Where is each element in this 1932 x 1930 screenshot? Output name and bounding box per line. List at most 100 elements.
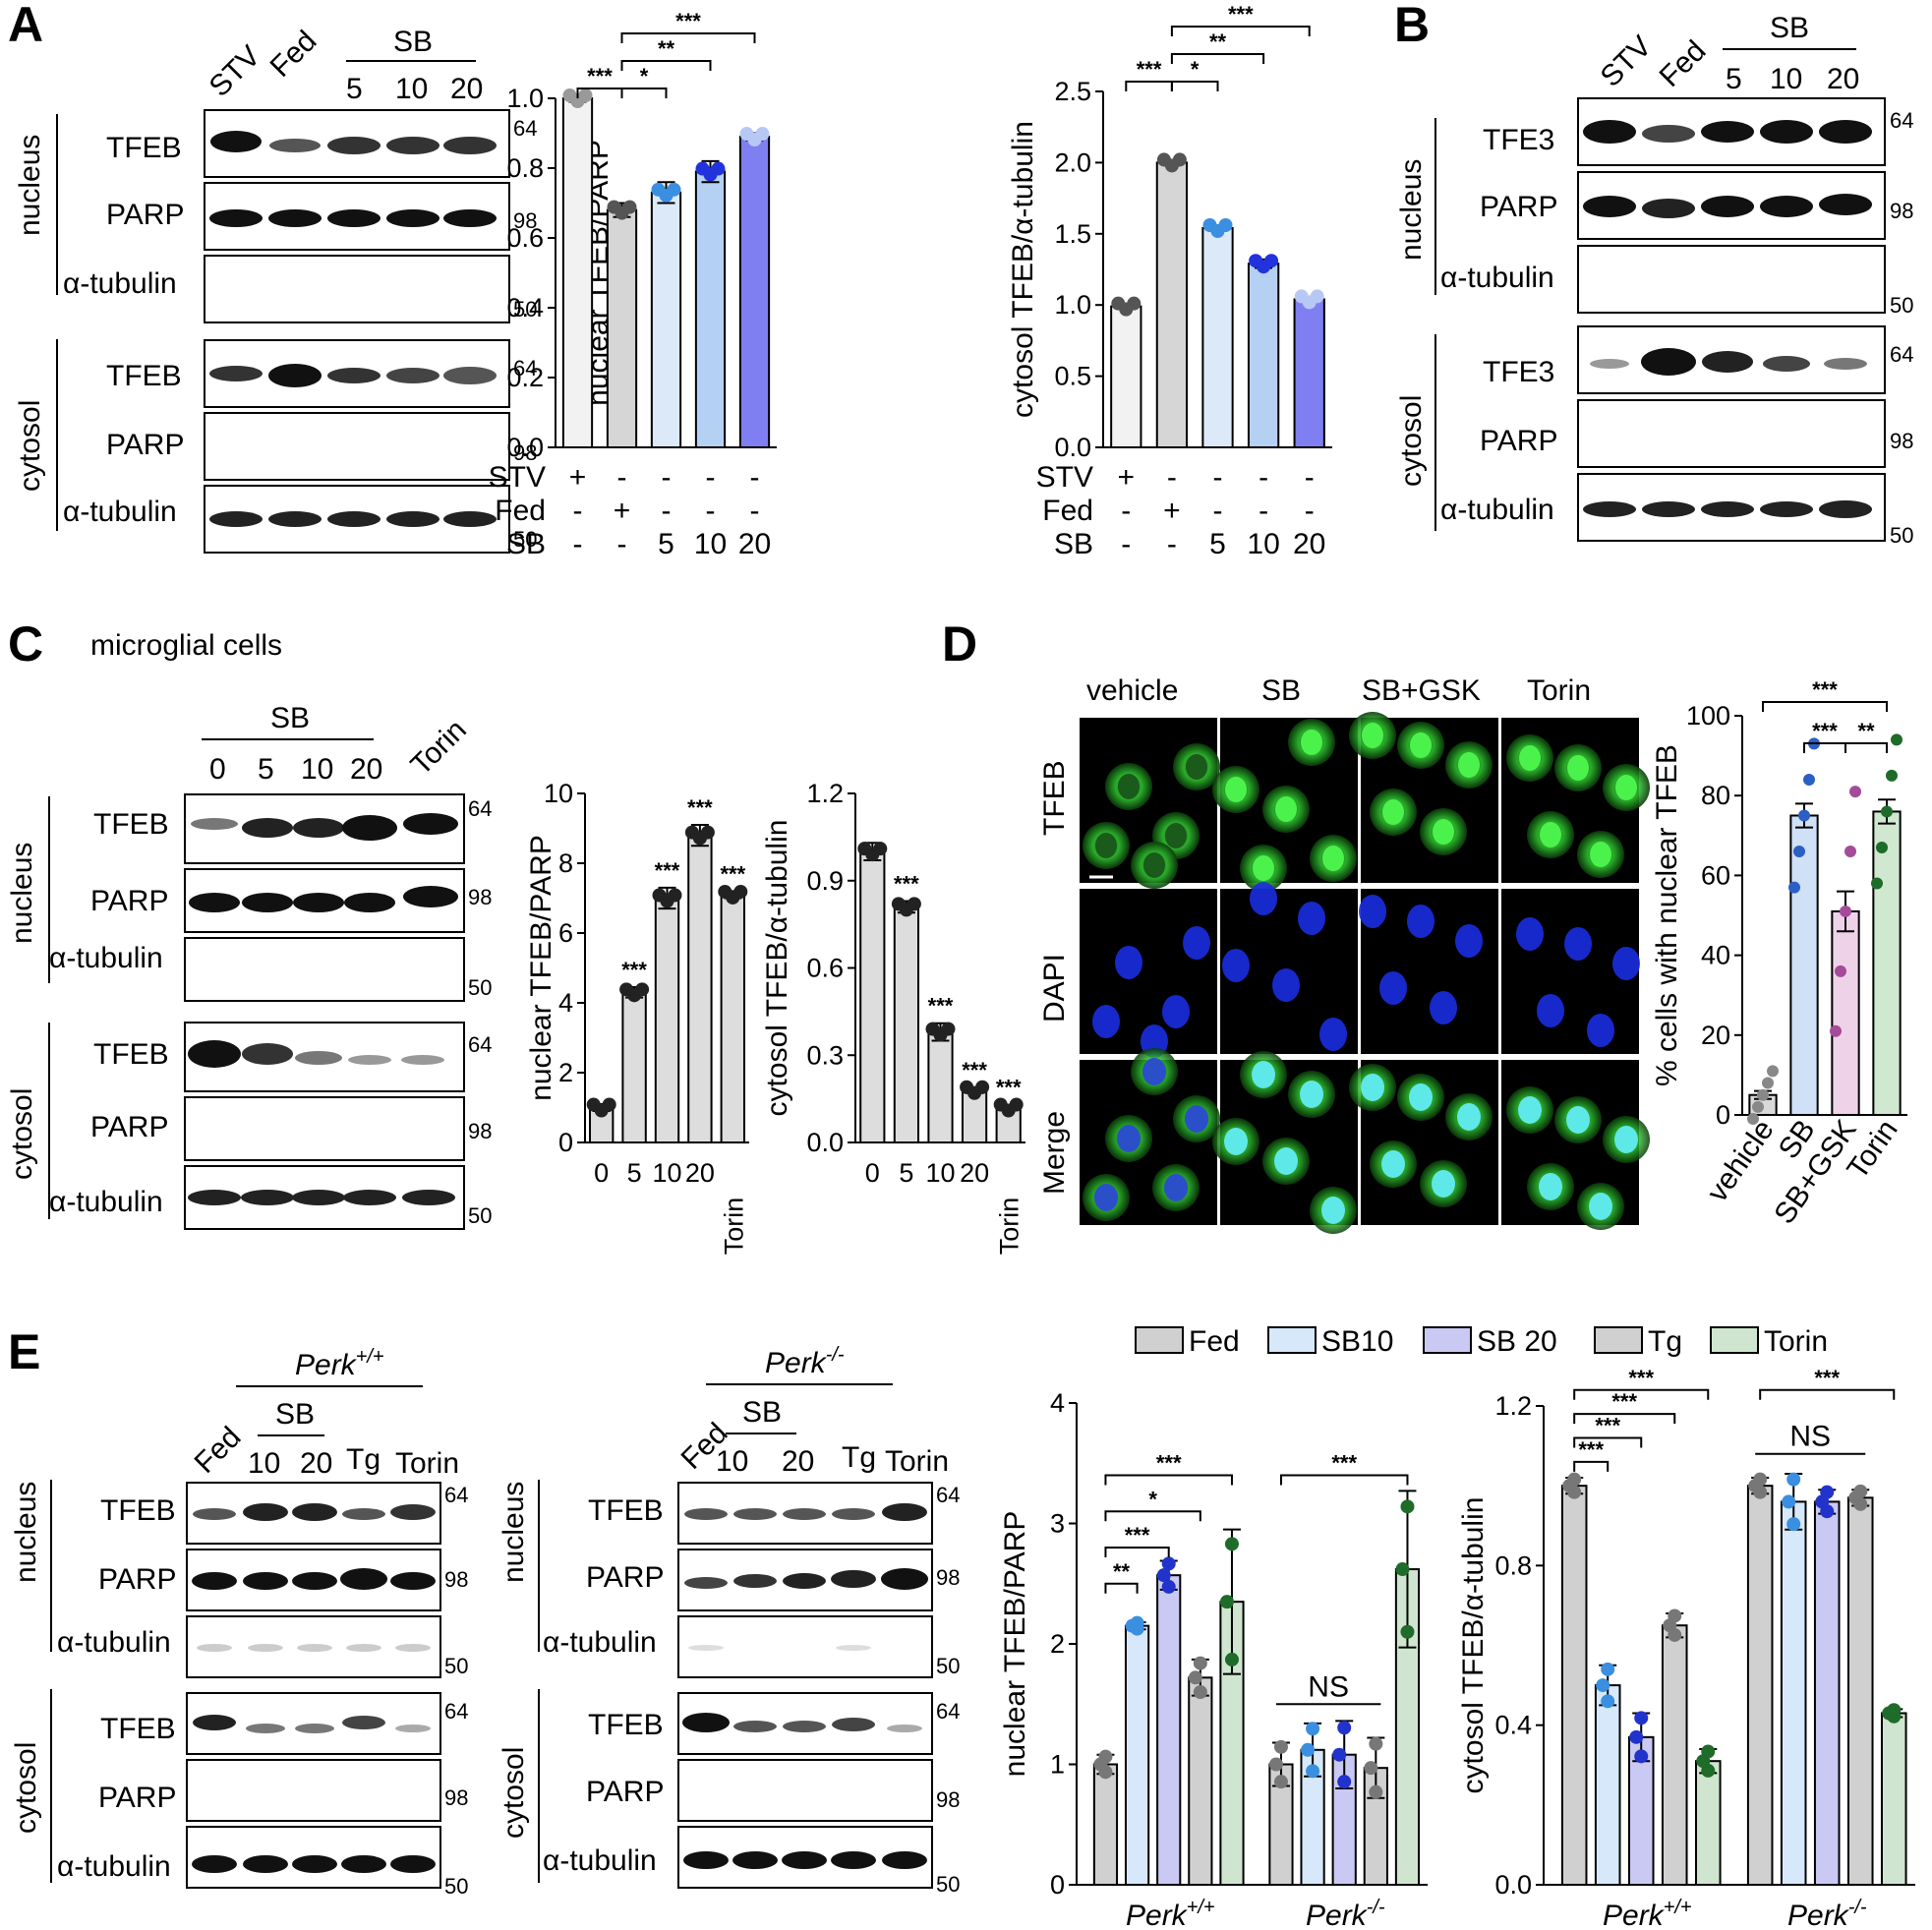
data-point: [1161, 1556, 1176, 1571]
lane-label: Torin: [405, 714, 473, 782]
nucleus: [1407, 905, 1434, 938]
y-tick-label: 0: [1716, 1100, 1730, 1130]
legend-swatch: [1594, 1326, 1643, 1354]
data-point: [1125, 1618, 1140, 1633]
protein-label: PARP: [586, 1776, 664, 1808]
nucleus: [1361, 1074, 1384, 1101]
y-axis-label: nuclear TFEB/PARP: [999, 1511, 1031, 1778]
significance-bracket: [1573, 1460, 1610, 1472]
data-point: [1798, 809, 1810, 822]
y-tick-label: 3: [1050, 1509, 1065, 1539]
data-point: [1264, 254, 1279, 268]
data-point: [1364, 1761, 1378, 1776]
significance-label: ***: [1137, 57, 1162, 82]
data-point: [1369, 1736, 1383, 1751]
bar: [1560, 1485, 1588, 1886]
data-point: [1629, 1729, 1644, 1744]
data-point: [1596, 1678, 1610, 1693]
bar: [1846, 1496, 1874, 1886]
lane-label: STV: [204, 39, 267, 103]
nucleus: [1432, 1170, 1455, 1198]
significance-bracket: [1170, 81, 1219, 91]
data-point: [1844, 846, 1856, 858]
x-tick-label: 0: [865, 1158, 880, 1188]
lane-label: 0: [209, 753, 226, 786]
ns-label: NS: [1308, 1670, 1349, 1703]
y-tick-label: 0.3: [806, 1040, 844, 1070]
data-point: [1172, 152, 1187, 167]
y-tick-label: 4: [558, 988, 573, 1018]
nucleus: [1433, 819, 1454, 845]
legend-label: SB 20: [1477, 1325, 1557, 1358]
x-tick-label: 5: [627, 1158, 642, 1188]
nucleus: [1092, 1005, 1120, 1038]
y-tick-label: 0.0: [1054, 433, 1091, 462]
data-point: [1881, 805, 1893, 818]
group-label: Perk+/+: [1603, 1897, 1692, 1930]
group-label: Perk-/-: [1306, 1897, 1385, 1930]
group-label: SB: [1770, 12, 1809, 44]
bar: [561, 97, 594, 448]
condition-value: +: [1163, 495, 1181, 527]
protein-label: TFEB: [588, 1709, 664, 1741]
significance-label: *: [1148, 1487, 1157, 1511]
lane-label: 20: [350, 753, 382, 786]
nucleus: [1564, 927, 1592, 961]
data-point: [1752, 1100, 1764, 1113]
significance-label: ***: [894, 871, 919, 896]
lane-label: 10: [395, 73, 428, 105]
mw-marker: 64: [444, 1699, 468, 1724]
nucleus: [1272, 968, 1300, 1002]
y-tick-label: 0: [558, 1128, 573, 1157]
y-tick-label: 20: [1701, 1021, 1730, 1050]
mw-marker: 98: [513, 208, 537, 233]
mw-marker: 64: [468, 1032, 492, 1057]
bar: [1092, 1763, 1119, 1886]
x-tick-label: 5: [899, 1158, 913, 1188]
significance-bracket: [1104, 1510, 1201, 1522]
nucleus: [1566, 1106, 1590, 1134]
significance-label: ***: [587, 64, 613, 88]
chart-A_cytosol: 0.0 0.5 1.0 1.5 2.0 2.5 cytosol TFEB/α-tubulin…: [1007, 2, 1332, 560]
legend-swatch: [1135, 1326, 1184, 1354]
lane-label: 20: [450, 73, 483, 105]
y-tick-label: 80: [1701, 781, 1730, 810]
bar: [1293, 298, 1325, 448]
mw-marker: 64: [936, 1483, 960, 1507]
nucleus: [1430, 991, 1457, 1024]
nucleus: [1165, 823, 1187, 848]
nucleus: [1143, 852, 1165, 878]
protein-label: TFEB: [93, 808, 169, 841]
mw-marker: 98: [1890, 199, 1913, 223]
protein-label: α-tubulin: [57, 1850, 171, 1883]
mw-marker: 50: [513, 527, 537, 552]
nucleus: [1322, 846, 1344, 871]
significance-label: ***: [1595, 1413, 1620, 1437]
data-point: [1273, 1739, 1288, 1754]
y-tick-label: 0.8: [1494, 1550, 1532, 1580]
data-point: [668, 888, 682, 903]
condition-value: +: [1118, 461, 1136, 494]
data-point: [1786, 1517, 1801, 1532]
nucleus: [1539, 1173, 1562, 1200]
y-tick-label: 0.8: [506, 153, 544, 183]
legend-label: SB10: [1321, 1325, 1393, 1358]
region-label: cytosol: [6, 1088, 38, 1180]
y-tick-label: 8: [558, 848, 573, 878]
mw-marker: 50: [444, 1654, 468, 1678]
lane-label: 5: [346, 73, 363, 105]
data-point: [1876, 841, 1888, 853]
significance-bracket: [620, 88, 668, 98]
data-point: [1849, 786, 1861, 798]
bar: [1155, 161, 1189, 448]
condition-label: SB: [506, 528, 546, 560]
chart-D_bar: 0 20 40 60 80 100% cells with nuclear TFEB veh…: [1651, 677, 1907, 1230]
data-point: [711, 161, 726, 176]
y-tick-label: 1.0: [1054, 290, 1091, 320]
bar: [1831, 909, 1860, 1116]
data-point: [635, 982, 650, 997]
significance-label: *: [1191, 57, 1200, 82]
data-point: [733, 884, 748, 899]
significance-label: ***: [1578, 1437, 1604, 1462]
